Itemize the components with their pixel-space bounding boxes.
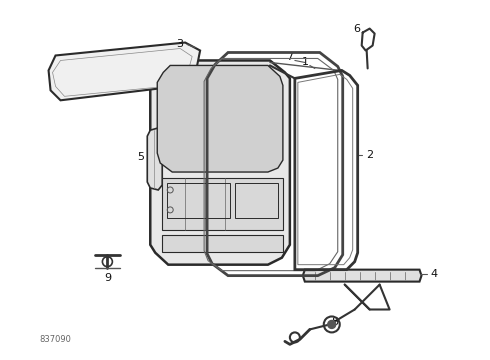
Text: 837090: 837090 (40, 335, 72, 344)
Circle shape (328, 320, 336, 328)
Polygon shape (162, 178, 283, 230)
Polygon shape (49, 42, 200, 100)
Text: 3: 3 (177, 39, 184, 49)
Polygon shape (147, 128, 162, 190)
Polygon shape (162, 235, 283, 252)
Text: 8: 8 (331, 318, 338, 328)
Text: 5: 5 (137, 152, 144, 162)
Polygon shape (150, 60, 290, 265)
Text: 6: 6 (353, 24, 360, 33)
Text: 9: 9 (104, 273, 111, 283)
Text: 4: 4 (431, 269, 438, 279)
Polygon shape (303, 270, 421, 282)
Text: 7: 7 (286, 53, 294, 63)
Text: 1: 1 (301, 58, 308, 67)
Polygon shape (157, 66, 283, 172)
Text: 2: 2 (366, 150, 373, 160)
